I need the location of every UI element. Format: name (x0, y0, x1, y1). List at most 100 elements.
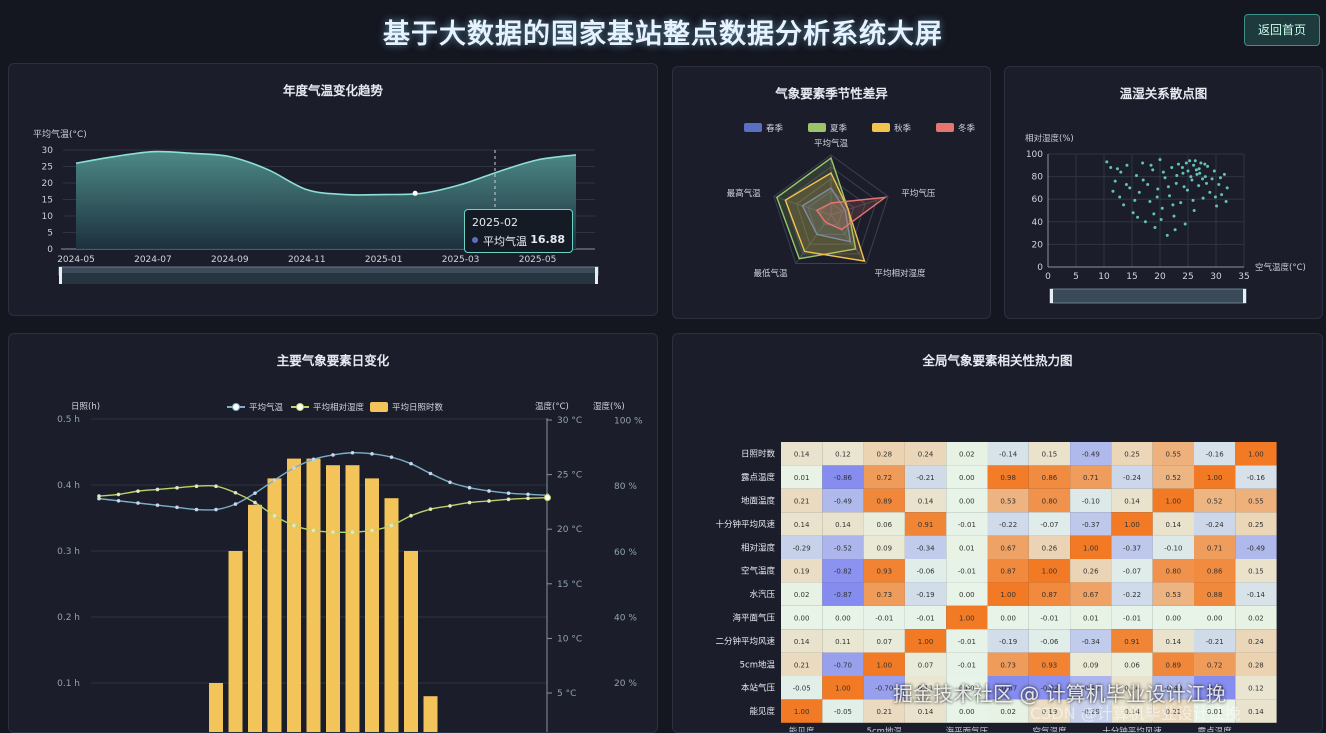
scatter-point (1131, 211, 1135, 215)
heatmap-cell (904, 605, 947, 630)
daily-legend-swatch (370, 402, 388, 412)
heatmap-cell (1235, 559, 1277, 583)
heatmap-cell (1235, 582, 1277, 606)
heatmap-cell (822, 559, 864, 583)
trend-ytick: 20 (42, 179, 54, 189)
heatmap-cell-value: -0.10 (1082, 498, 1100, 506)
daily-legend-marker (296, 403, 304, 411)
radar-legend-label: 秋季 (894, 123, 912, 134)
heatmap-cell (781, 535, 823, 559)
heatmap-cell (946, 652, 988, 676)
heatmap-cell-value: 0.07 (876, 638, 892, 646)
scatter-point (1181, 171, 1185, 175)
heatmap-cell-value: -0.87 (834, 591, 852, 599)
scatter-point (1137, 190, 1141, 194)
trend-chart[interactable]: 平均气温(°C) 0 5 10 15 20 25 30 2024-05 2024-07 2024-0… (9, 64, 657, 315)
scatter-point (1182, 185, 1186, 189)
scatter-point (1119, 170, 1123, 174)
heatmap-cell (1070, 442, 1112, 466)
heatmap-cell-value: 0.01 (1083, 615, 1099, 623)
trend-series-line (75, 150, 577, 196)
heatmap-cell (1070, 488, 1112, 513)
daily-sunshine-bar (287, 458, 301, 732)
heatmap-cell (946, 605, 988, 630)
daily-chart[interactable]: 平均气温 平均相对湿度 平均日照时数 日照(h) 温度(°C) 湿度(%) 0.1 h 0.2… (9, 334, 657, 732)
heatmap-cell (863, 605, 905, 630)
daily-ytemp-tick: 30 °C (557, 416, 582, 426)
daily-temperature-point (487, 489, 491, 493)
scatter-point (1198, 171, 1202, 175)
scatter-chart[interactable]: 相对湿度(%) 空气温度(°C) 0 20 40 60 80 100 0 5 10 15 20 25 30 3… (1005, 67, 1322, 318)
heatmap-cell-value: 0.02 (1248, 615, 1264, 623)
heatmap-cell (1070, 512, 1112, 536)
scatter-point (1183, 222, 1187, 226)
heatmap-cell-value: 0.14 (1124, 498, 1140, 506)
scatter-ytick: 20 (1032, 240, 1044, 250)
daily-humidity-point (272, 513, 277, 518)
heatmap-cell (863, 629, 905, 653)
scatter-xtick: 15 (1126, 272, 1137, 282)
radar-series-polygon (784, 172, 866, 262)
heatmap-cell-value: -0.19 (999, 638, 1017, 646)
scatter-point (1208, 190, 1212, 194)
heatmap-cell (904, 559, 947, 583)
daily-sunshine-bar (248, 504, 262, 732)
scatter-ytick: 80 (1032, 173, 1044, 183)
heatmap-cell-value: -0.24 (1206, 521, 1225, 529)
heatmap-cell (822, 676, 864, 700)
scatter-point (1159, 218, 1163, 222)
scatter-point (1136, 215, 1140, 219)
heatmap-cell-value: 0.24 (1248, 638, 1264, 646)
scatter-point (1153, 225, 1157, 229)
trend-xtick: 2025-03 (442, 255, 480, 265)
heatmap-cell-value: 0.00 (959, 708, 975, 716)
heatmap-cell (1235, 605, 1277, 630)
daily-ytemp-tick: 15 °C (557, 580, 582, 590)
heatmap-cell-value: 0.53 (1166, 591, 1182, 599)
heatmap-cell-value: -0.14 (1247, 591, 1266, 599)
heatmap-cell-value: 0.80 (1042, 498, 1058, 506)
heatmap-cell (863, 559, 905, 583)
heatmap-cell (1235, 488, 1277, 513)
heatmap-cell (987, 488, 1029, 513)
heatmap-cell-value: 0.02 (959, 451, 975, 459)
scatter-point (1141, 178, 1145, 182)
scatter-ytick: 60 (1032, 195, 1044, 205)
heatmap-cell-value: -0.01 (875, 615, 893, 623)
scatter-point (1151, 168, 1155, 172)
heatmap-cell (822, 488, 864, 513)
heatmap-cell (781, 582, 823, 606)
heatmap-chart[interactable]: 日照时数 0.14 0.12 0.28 0.24 0.02 -0.14 0.15 -0.49 0.… (673, 334, 1322, 732)
scatter-point (1111, 189, 1115, 193)
heatmap-cell (1152, 488, 1194, 513)
daily-sunshine-bar (228, 551, 243, 732)
heatmap-cell-value: 0.00 (1166, 615, 1182, 623)
heatmap-cell-value: -0.16 (1206, 451, 1225, 459)
heatmap-cell (1070, 535, 1112, 559)
heatmap-cell-value: 0.14 (918, 498, 934, 506)
heatmap-cell-value: -0.01 (958, 521, 976, 529)
scatter-point (1192, 163, 1196, 167)
heatmap-cell (1235, 442, 1277, 466)
back-home-button[interactable]: 返回首页 (1244, 14, 1320, 46)
tooltip-value: 16.88 (530, 233, 565, 246)
daily-temperature-point (116, 499, 121, 503)
daily-humidity-point (389, 523, 394, 528)
daily-legend-label: 平均日照时数 (392, 402, 444, 413)
heatmap-cell-value: -0.37 (1082, 521, 1100, 529)
scatter-point (1185, 188, 1189, 192)
scatter-point (1203, 162, 1207, 166)
heatmap-cell-value: 1.00 (918, 638, 934, 646)
daily-humidity-point (311, 528, 316, 533)
heatmap-cell (946, 535, 988, 559)
daily-sunshine-bar (404, 551, 418, 732)
heatmap-cell (781, 442, 823, 466)
daily-ytemp-tick: 5 °C (557, 689, 576, 699)
heatmap-cell (863, 582, 905, 606)
daily-humidity-point (409, 513, 413, 518)
trend-ytick: 0 (47, 245, 53, 255)
heatmap-cell (987, 676, 1029, 700)
trend-xtick: 2025-05 (519, 255, 557, 265)
heatmap-cell-value: 0.21 (1166, 708, 1182, 716)
